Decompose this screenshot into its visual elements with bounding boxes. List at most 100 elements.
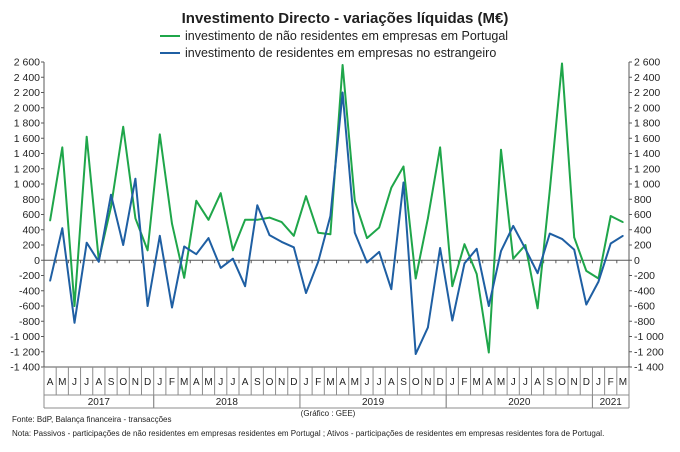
left-y-tick-label: 1 800 <box>14 118 40 130</box>
right-y-tick-label: 800 <box>634 194 652 206</box>
series-2-point <box>268 234 271 236</box>
right-y-tick-label: -1 000 <box>634 331 664 343</box>
legend-label-2: investimento de residentes em empresas n… <box>185 46 496 60</box>
month-label: M <box>619 377 627 388</box>
month-label: M <box>497 377 505 388</box>
month-label: O <box>558 377 566 388</box>
series-line-1 <box>49 62 624 354</box>
left-y-tick-label: 2 000 <box>14 102 40 114</box>
chart-credit: (Gráfico : GEE) <box>301 409 356 418</box>
month-label: M <box>204 377 212 388</box>
month-label: A <box>534 377 541 388</box>
series-2-point <box>280 241 283 243</box>
series-1-point <box>85 135 88 138</box>
month-label: N <box>571 377 578 388</box>
month-label: D <box>144 377 151 388</box>
legend: investimento de não residentes em empres… <box>160 29 508 60</box>
series-2-point <box>524 248 527 250</box>
series-1-point <box>317 232 320 234</box>
series-2-point <box>512 225 515 227</box>
right-y-tick-label: 2 200 <box>634 87 660 99</box>
series-2-point <box>256 204 259 207</box>
series-2-point <box>122 244 125 246</box>
month-label: J <box>84 377 89 388</box>
left-y-tick-label: 1 600 <box>14 133 40 145</box>
series-2-point <box>244 285 246 287</box>
series-1-point <box>110 206 112 208</box>
month-label: J <box>596 377 601 388</box>
left-y-tick-label: -400 <box>19 285 40 297</box>
series-1-point <box>49 219 51 222</box>
left-y-tick-label: 1 200 <box>14 163 40 175</box>
source-note: Fonte: BdP, Balança financeira - transac… <box>12 415 172 424</box>
series-2-point <box>341 91 344 94</box>
left-y-tick-label: 2 200 <box>14 87 40 99</box>
month-label: A <box>47 377 54 388</box>
right-y-tick-label: 1 400 <box>634 148 660 160</box>
month-label: F <box>315 377 321 388</box>
series-2-point <box>110 193 112 196</box>
year-label: 2019 <box>362 397 385 408</box>
month-label: F <box>608 377 614 388</box>
month-label: D <box>436 377 443 388</box>
series-1-point <box>512 257 515 260</box>
left-y-tick-label: 400 <box>22 224 40 236</box>
left-y-tick-label: -800 <box>19 316 40 328</box>
month-label: M <box>472 377 480 388</box>
month-label: S <box>546 377 553 388</box>
left-y-tick-label: 800 <box>22 194 40 206</box>
left-y-tick-label: -1 200 <box>10 346 40 358</box>
month-label: D <box>290 377 297 388</box>
series-2-point <box>146 305 149 307</box>
series-2-point <box>219 267 222 269</box>
month-label: O <box>119 377 127 388</box>
series-2-point <box>85 241 88 244</box>
right-y-tick-label: 600 <box>634 209 652 221</box>
right-y-tick-label: -200 <box>634 270 655 282</box>
month-label: S <box>400 377 407 388</box>
right-y-tick-label: -800 <box>634 316 655 328</box>
series-1-point <box>268 216 271 219</box>
series-1-point <box>402 165 405 168</box>
series-1-point <box>329 233 332 236</box>
series-2-point <box>49 280 51 282</box>
series-1-point <box>219 192 222 194</box>
month-label: J <box>72 377 77 388</box>
series-2-point <box>378 251 380 253</box>
month-label: J <box>377 377 382 388</box>
series-2-point <box>134 177 137 180</box>
left-y-tick-label: -1 400 <box>10 362 40 374</box>
month-label: N <box>424 377 431 388</box>
left-y-tick-label: 2 600 <box>14 57 40 69</box>
series-1-point <box>427 217 429 220</box>
series-2-point <box>475 248 478 250</box>
month-label: A <box>486 377 493 388</box>
series-2-point <box>98 260 100 263</box>
axes: 2 600 2 600 2 400 2 400 2 200 2 200 2 000 2 000… <box>10 57 664 409</box>
series-1-point <box>585 270 588 272</box>
left-y-tick-label: 1 000 <box>14 179 40 191</box>
series-1-point <box>524 244 527 246</box>
series-2-point <box>585 303 588 306</box>
left-y-tick-label: 1 400 <box>14 148 40 160</box>
series-2-point <box>402 181 405 184</box>
series-1-point <box>341 64 344 66</box>
month-label: J <box>364 377 369 388</box>
month-label: F <box>461 377 467 388</box>
series-2-point <box>439 247 441 249</box>
month-label: A <box>339 377 346 388</box>
month-label: J <box>511 377 516 388</box>
series-1-point <box>280 221 283 223</box>
month-label: S <box>108 377 115 388</box>
series-1-point <box>146 249 149 252</box>
month-label: J <box>157 377 162 388</box>
series-2-point <box>195 253 198 255</box>
series-1-point <box>244 219 246 221</box>
series-2-point <box>536 272 539 275</box>
series-1-point <box>488 351 490 354</box>
month-label: J <box>304 377 309 388</box>
month-label: J <box>523 377 528 388</box>
series-1-point <box>134 217 137 220</box>
